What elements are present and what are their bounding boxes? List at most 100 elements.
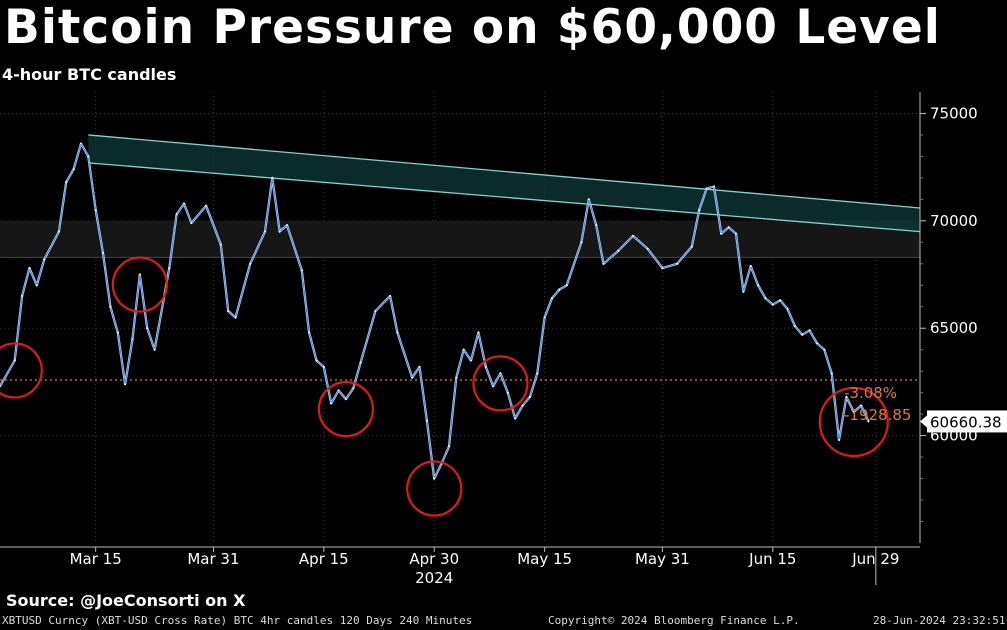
- price-point: [138, 273, 141, 276]
- price-point: [87, 155, 90, 158]
- price-point: [330, 402, 333, 405]
- price-point: [860, 404, 863, 407]
- price-point: [271, 177, 274, 179]
- price-point: [793, 325, 796, 327]
- price-point: [749, 265, 752, 267]
- x-tick-label: Jun 15: [748, 550, 796, 568]
- price-point: [529, 396, 531, 398]
- price-point: [131, 338, 134, 340]
- price-point: [300, 269, 303, 272]
- price-point: [521, 404, 524, 407]
- price-point: [786, 308, 789, 310]
- price-point: [816, 342, 818, 345]
- chart-title: Bitcoin Pressure on $60,000 Level: [4, 0, 941, 55]
- price-point: [764, 297, 767, 300]
- price-point: [595, 224, 598, 227]
- x-tick-label: May 15: [517, 550, 572, 568]
- abs-change-label: -1928.85: [844, 406, 911, 424]
- price-point: [705, 187, 708, 190]
- price-point: [558, 288, 561, 291]
- price-point: [720, 232, 723, 235]
- price-point: [492, 385, 495, 388]
- footer-ticker-info: XBTUSD Curncy (XBT-USD Cross Rate) BTC 4…: [2, 614, 473, 627]
- price-point: [676, 262, 679, 265]
- last-price-label: 60660.38: [930, 413, 1002, 431]
- price-point: [315, 359, 318, 362]
- price-point: [852, 411, 855, 413]
- price-point: [35, 284, 38, 287]
- price-point: [779, 299, 782, 302]
- price-point: [13, 359, 16, 362]
- price-point: [602, 262, 605, 265]
- price-point: [411, 376, 414, 379]
- price-point: [617, 250, 620, 252]
- price-point: [514, 417, 517, 420]
- price-point: [0, 385, 1, 388]
- chart-subtitle: 4-hour BTC candles: [2, 65, 177, 84]
- footer-copyright: Copyright© 2024 Bloomberg Finance L.P.: [548, 614, 800, 627]
- price-point: [838, 439, 840, 441]
- last-price-box: [927, 410, 1007, 433]
- price-point: [425, 419, 428, 422]
- price-point: [102, 252, 104, 254]
- price-point: [359, 361, 362, 364]
- support-circle: [472, 355, 529, 412]
- price-point: [175, 213, 178, 216]
- price-point: [735, 232, 737, 235]
- price-point: [264, 230, 266, 233]
- price-point: [308, 331, 311, 334]
- price-point: [830, 372, 833, 375]
- price-point: [183, 202, 185, 205]
- price-point: [168, 267, 171, 270]
- x-tick-label: Mar 31: [187, 550, 239, 568]
- price-point: [698, 209, 701, 212]
- support-circle: [0, 342, 43, 399]
- price-point: [632, 234, 634, 237]
- price-point: [396, 331, 399, 334]
- support-circle: [317, 381, 375, 438]
- price-point: [455, 376, 458, 379]
- price-point: [322, 365, 325, 368]
- price-point: [227, 310, 230, 312]
- price-point: [249, 262, 252, 265]
- price-point: [433, 477, 436, 480]
- x-year-label: 2024: [415, 569, 453, 587]
- price-point: [234, 316, 237, 319]
- price-point: [21, 295, 23, 297]
- price-point: [477, 331, 480, 334]
- price-point: [352, 387, 355, 390]
- price-point: [499, 372, 502, 375]
- price-point: [345, 398, 347, 401]
- price-point: [418, 365, 421, 368]
- price-point: [374, 310, 377, 312]
- x-tick-label: May 31: [635, 550, 690, 568]
- price-point: [565, 284, 568, 287]
- price-point: [484, 365, 487, 368]
- price-point: [43, 258, 46, 261]
- price-point: [713, 185, 715, 188]
- price-point: [757, 284, 759, 287]
- price-point: [742, 290, 745, 293]
- price-point: [146, 327, 149, 330]
- x-tick-label: Apr 15: [299, 550, 349, 568]
- price-point: [551, 297, 553, 300]
- price-point: [124, 383, 127, 385]
- price-point: [470, 359, 472, 362]
- price-point: [543, 316, 546, 319]
- price-point: [587, 198, 590, 201]
- price-point: [28, 267, 31, 270]
- price-point: [80, 142, 82, 145]
- price-point: [867, 420, 870, 423]
- price-point: [661, 267, 664, 270]
- price-point: [823, 348, 826, 351]
- price-point: [727, 226, 730, 229]
- price-point: [65, 181, 68, 184]
- price-point: [690, 245, 693, 248]
- pct-change-label: -3.08%: [844, 384, 897, 402]
- price-point: [109, 305, 112, 308]
- resistance-band: [0, 220, 920, 258]
- y-tick-label: 65000: [930, 319, 978, 337]
- price-point: [190, 222, 193, 224]
- price-point: [580, 241, 583, 244]
